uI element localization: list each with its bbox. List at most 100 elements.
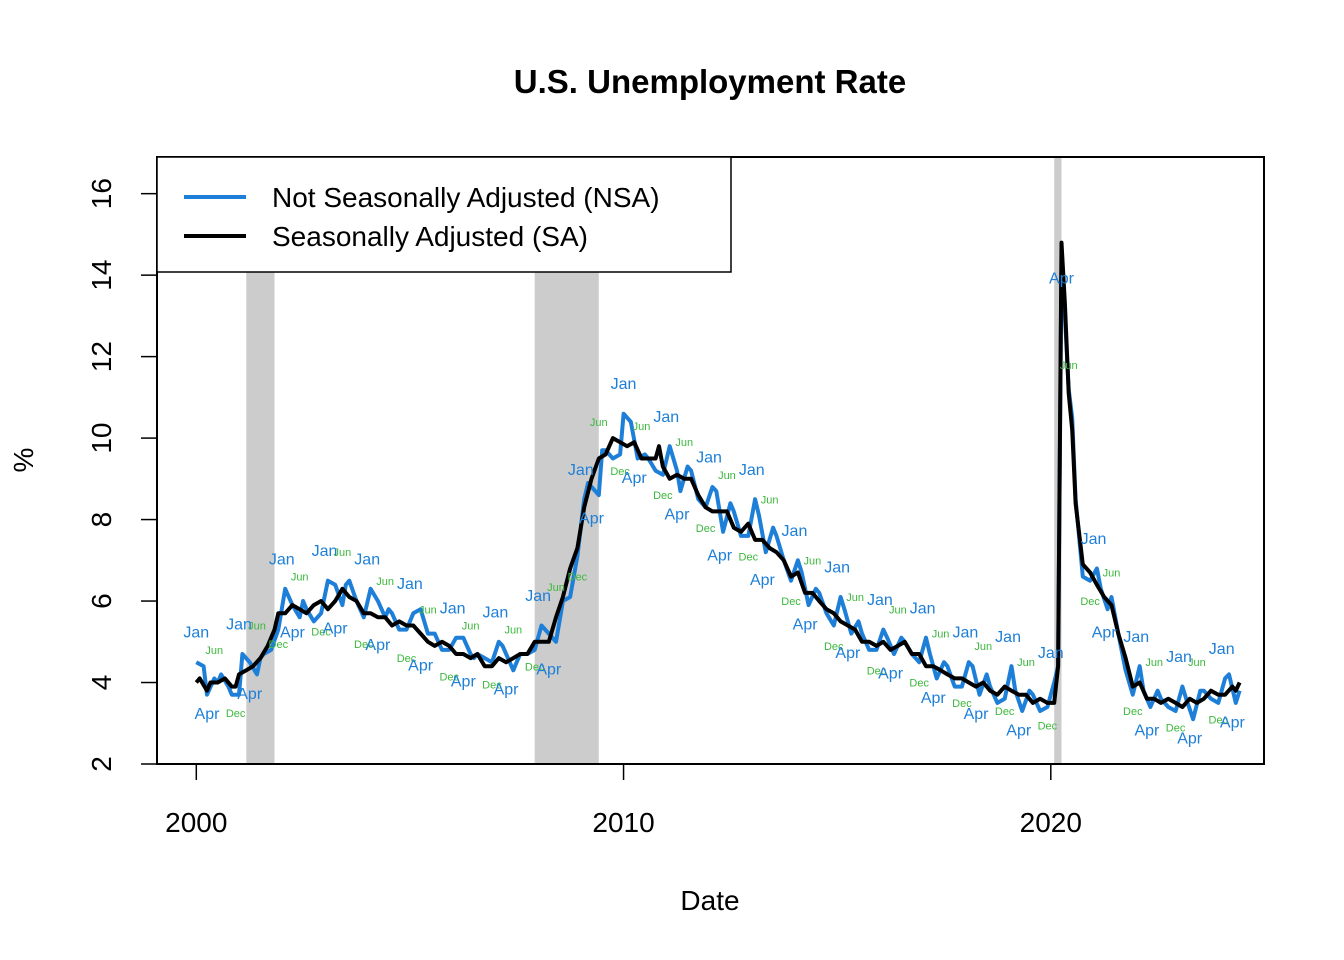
annotation-label: Apr (1220, 714, 1246, 731)
annotation-label: Apr (323, 621, 349, 638)
series-line-nsa (195, 256, 1242, 722)
annotation-label: Apr (707, 547, 733, 564)
series-layer (194, 240, 1242, 722)
annotation-label: Jun (633, 421, 651, 433)
annotation-label: Jun (804, 555, 822, 567)
annotation-label: Dec (1123, 706, 1143, 718)
annotation-label: Jun (248, 621, 266, 633)
annotation-label: Jun (974, 641, 992, 653)
annotation-label: Dec (824, 641, 844, 653)
annotation-label: Apr (622, 470, 648, 487)
annotation-label: Jun (205, 645, 223, 657)
annotation-label: Jan (696, 450, 722, 467)
y-tick-label: 14 (86, 260, 117, 291)
annotation-label: Apr (835, 645, 861, 662)
annotation-label: Dec (696, 523, 716, 535)
annotation-label: Jun (675, 437, 693, 449)
annotation-label: Jun (504, 625, 522, 637)
annotation-label: Jan (653, 409, 679, 426)
annotation-label: Dec (439, 671, 459, 683)
annotation-label: Apr (237, 686, 263, 703)
annotation-label: Dec (1209, 714, 1229, 726)
annotation-label: Jun (1145, 657, 1163, 669)
annotation-label: Dec (1166, 722, 1186, 734)
annotation-label: Jun (462, 621, 480, 633)
y-tick-label: 12 (86, 341, 117, 372)
annotation-label: Jan (183, 625, 209, 642)
annotation-label: Apr (494, 682, 520, 699)
annotation-label: Apr (1092, 625, 1118, 642)
annotation-label: Dec (397, 653, 417, 665)
annotation-label: Jan (1038, 645, 1064, 662)
legend-box (156, 156, 732, 273)
annotation-label: Apr (536, 661, 562, 678)
annotation-label: Jan (1081, 531, 1107, 548)
annotation-label: Dec (909, 678, 929, 690)
annotation-label: Jun (376, 576, 394, 588)
annotation-label: Jan (824, 560, 850, 577)
annotation-label: Jun (932, 629, 950, 641)
legend: Not Seasonally Adjusted (NSA) Seasonally… (156, 156, 732, 273)
legend-label-nsa: Not Seasonally Adjusted (NSA) (272, 182, 660, 213)
annotation-label: Jan (910, 600, 936, 617)
annotation-label: Apr (1177, 731, 1203, 748)
annotation-label: Dec (482, 680, 502, 692)
annotation-label: Jan (867, 592, 893, 609)
annotation-label: Jan (1209, 641, 1235, 658)
annotation-label: Dec (1038, 720, 1058, 732)
x-tick-label: 2010 (592, 807, 654, 838)
y-axis: 2 4 6 8 10 12 14 16 (86, 178, 158, 772)
annotation-label: Apr (280, 625, 306, 642)
annotation-label: Jun (291, 572, 309, 584)
annotation-label: Apr (1006, 722, 1032, 739)
annotation-label: Jan (269, 551, 295, 568)
annotation-label: Jan (312, 543, 338, 560)
annotation-label: Jun (334, 547, 352, 559)
x-tick-label: 2020 (1020, 807, 1082, 838)
legend-label-sa: Seasonally Adjusted (SA) (272, 221, 588, 252)
annotation-label: Jun (761, 494, 779, 506)
annotation-label: Jan (226, 617, 252, 634)
annotation-label: Jun (1188, 657, 1206, 669)
annotation-label: Jun (1060, 360, 1078, 372)
annotation-label: Jan (1123, 629, 1149, 646)
annotation-label: Apr (195, 706, 221, 723)
y-tick-label: 6 (86, 593, 117, 609)
annotation-label: Dec (226, 708, 246, 720)
annotation-label: Dec (311, 627, 331, 639)
annotation-label: Jan (995, 629, 1021, 646)
annotation-label: Jan (354, 551, 380, 568)
annotation-label: Dec (781, 596, 801, 608)
chart-title: U.S. Unemployment Rate (514, 63, 906, 100)
annotation-label: Apr (750, 572, 776, 589)
annotation-label: Jun (889, 604, 907, 616)
annotation-label: Dec (610, 466, 630, 478)
annotation-label: Jan (952, 625, 978, 642)
y-tick-label: 8 (86, 512, 117, 528)
annotation-label: Apr (878, 665, 904, 682)
annotation-label: Jan (482, 604, 508, 621)
annotation-label: Jun (1103, 568, 1121, 580)
x-tick-label: 2000 (165, 807, 227, 838)
y-tick-label: 2 (86, 756, 117, 772)
annotation-label: Dec (1080, 596, 1100, 608)
x-axis: 2000 2010 2020 (165, 763, 1082, 838)
annotation-label: Dec (269, 639, 289, 651)
annotation-label: Jun (846, 592, 864, 604)
annotation-label: Dec (525, 661, 545, 673)
annotation-label: Dec (867, 665, 887, 677)
series-line-sa (194, 240, 1242, 709)
annotation-label: Jun (1017, 657, 1035, 669)
annotation-label: Apr (964, 706, 990, 723)
annotation-label: Apr (408, 657, 434, 674)
annotation-label: Apr (921, 690, 947, 707)
annotation-label: Apr (365, 637, 391, 654)
annotation-label: Jan (782, 523, 808, 540)
annotation-label: Jun (718, 470, 736, 482)
y-axis-title: % (8, 448, 39, 473)
annotation-label: Jan (440, 600, 466, 617)
annotation-label: Jan (397, 576, 423, 593)
annotation-label: Jan (611, 376, 637, 393)
